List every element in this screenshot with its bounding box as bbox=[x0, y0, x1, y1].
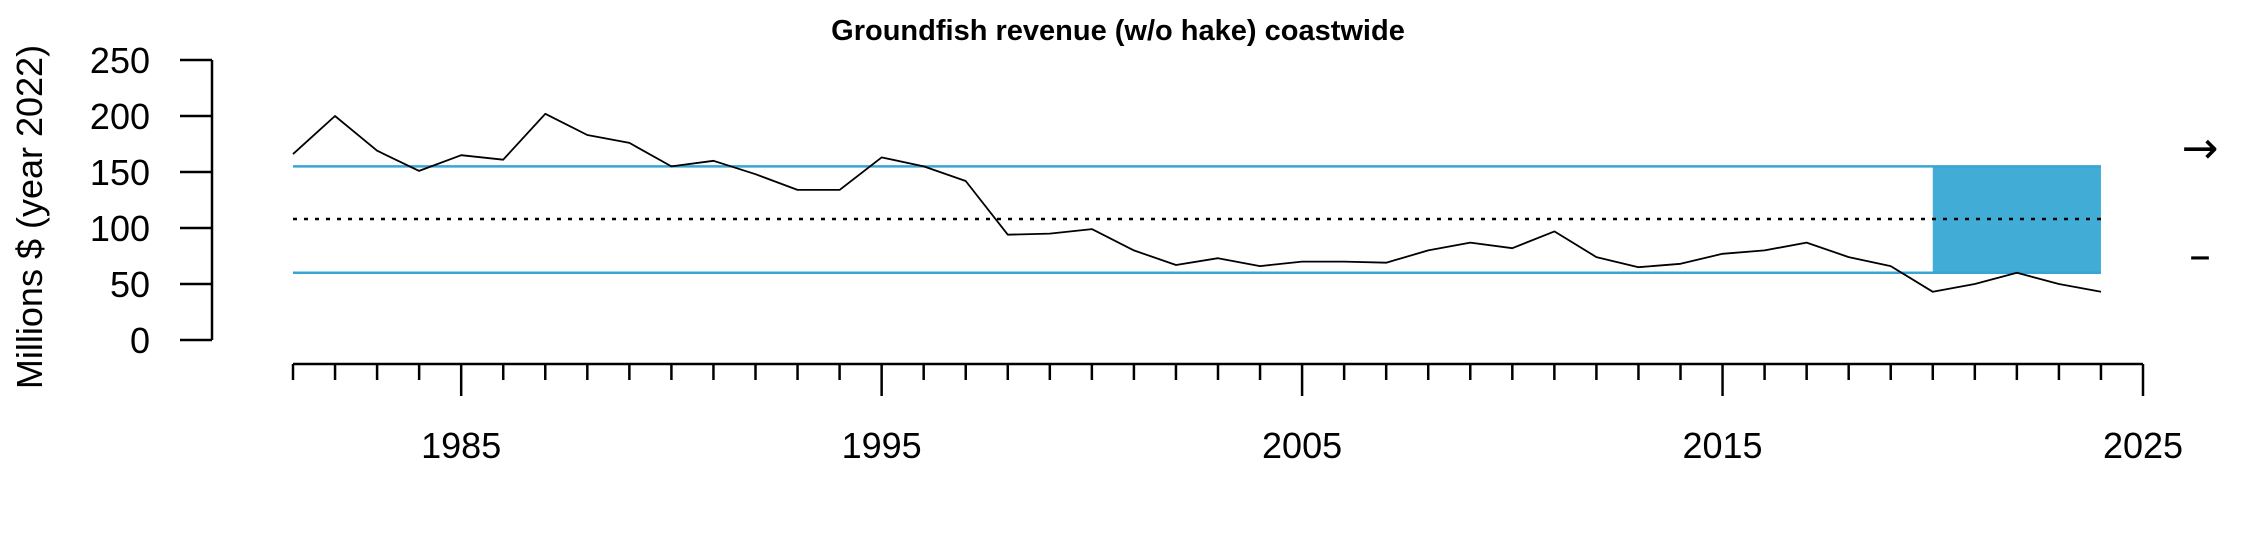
x-tick-label: 2005 bbox=[1262, 425, 1342, 466]
y-tick-label: 0 bbox=[130, 320, 150, 361]
y-tick-label: 150 bbox=[90, 152, 150, 193]
y-tick-label: 250 bbox=[90, 40, 150, 81]
x-tick-label: 1985 bbox=[421, 425, 501, 466]
plot-area bbox=[292, 112, 2102, 293]
y-tick-label: 100 bbox=[90, 208, 150, 249]
y-axis-title: Millions $ (year 2022) bbox=[9, 45, 50, 389]
x-tick-label: 1995 bbox=[842, 425, 922, 466]
x-axis: 1985 1995 2005 2015 2025 bbox=[291, 362, 2183, 466]
mean-indicator-icon: – bbox=[2189, 230, 2211, 281]
recent-period-box bbox=[1932, 166, 2101, 273]
y-tick-label: 50 bbox=[110, 264, 150, 305]
x-tick-label: 2015 bbox=[1682, 425, 1762, 466]
trend-arrow-icon: → bbox=[2182, 123, 2219, 174]
series-line bbox=[292, 112, 2102, 293]
x-tick-label: 2025 bbox=[2103, 425, 2183, 466]
y-axis: 0 50 100 150 200 250 bbox=[90, 40, 214, 361]
chart-title: Groundfish revenue (w/o hake) coastwide bbox=[831, 15, 1405, 47]
y-tick-label: 200 bbox=[90, 96, 150, 137]
